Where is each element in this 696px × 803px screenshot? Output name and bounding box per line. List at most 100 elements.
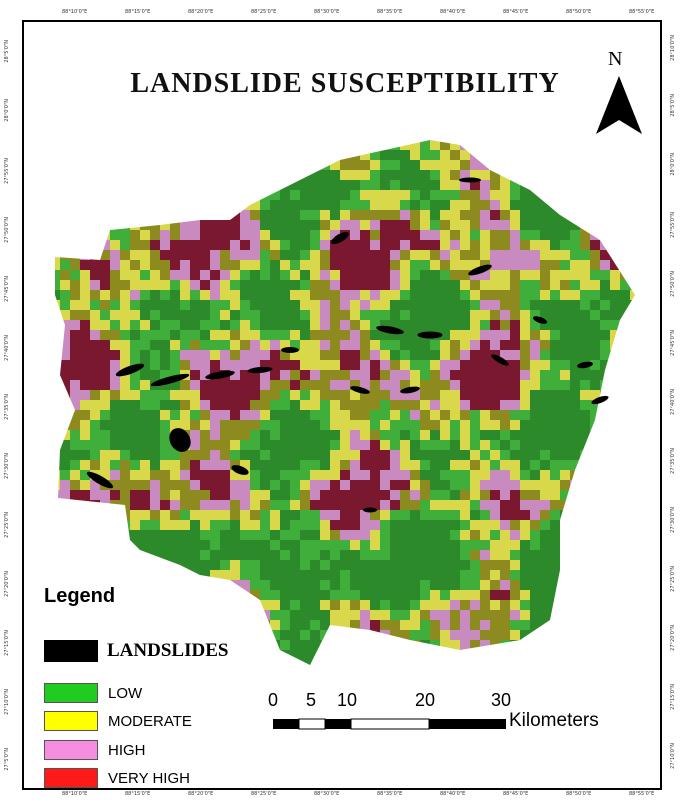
susceptibility-cell	[190, 280, 200, 290]
susceptibility-cell	[580, 160, 590, 170]
susceptibility-cell	[540, 300, 550, 310]
susceptibility-cell	[80, 230, 90, 240]
susceptibility-cell	[350, 120, 360, 130]
susceptibility-cell	[570, 330, 580, 340]
susceptibility-cell	[80, 300, 90, 310]
susceptibility-cell	[380, 440, 390, 450]
susceptibility-cell	[180, 530, 190, 540]
susceptibility-cell	[40, 270, 50, 280]
susceptibility-cell	[240, 290, 250, 300]
susceptibility-cell	[260, 320, 270, 330]
susceptibility-cell	[310, 290, 320, 300]
susceptibility-cell	[40, 550, 50, 560]
susceptibility-cell	[600, 570, 610, 580]
susceptibility-cell	[80, 150, 90, 160]
susceptibility-cell	[580, 470, 590, 480]
susceptibility-cell	[280, 220, 290, 230]
susceptibility-cell	[390, 310, 400, 320]
susceptibility-cell	[380, 470, 390, 480]
susceptibility-cell	[260, 140, 270, 150]
susceptibility-cell	[260, 330, 270, 340]
susceptibility-cell	[590, 560, 600, 570]
susceptibility-cell	[460, 640, 470, 650]
susceptibility-cell	[100, 410, 110, 420]
susceptibility-cell	[380, 520, 390, 530]
susceptibility-cell	[320, 350, 330, 360]
susceptibility-cell	[500, 550, 510, 560]
susceptibility-cell	[400, 640, 410, 650]
susceptibility-cell	[70, 340, 80, 350]
susceptibility-cell	[450, 230, 460, 240]
susceptibility-cell	[150, 210, 160, 220]
susceptibility-cell	[510, 280, 520, 290]
susceptibility-cell	[630, 550, 635, 560]
susceptibility-cell	[170, 410, 180, 420]
susceptibility-cell	[600, 490, 610, 500]
susceptibility-cell	[270, 210, 280, 220]
susceptibility-cell	[450, 460, 460, 470]
susceptibility-cell	[330, 540, 340, 550]
susceptibility-cell	[570, 530, 580, 540]
susceptibility-cell	[370, 550, 380, 560]
susceptibility-cell	[310, 410, 320, 420]
latitude-tick-label-left: 27°10'0"N	[4, 689, 10, 715]
susceptibility-cell	[40, 630, 50, 640]
susceptibility-cell	[490, 610, 500, 620]
susceptibility-cell	[90, 340, 100, 350]
susceptibility-cell	[390, 430, 400, 440]
susceptibility-cell	[190, 390, 200, 400]
susceptibility-cell	[600, 360, 610, 370]
susceptibility-cell	[610, 510, 620, 520]
susceptibility-cell	[480, 370, 490, 380]
susceptibility-cell	[130, 340, 140, 350]
susceptibility-cell	[320, 480, 330, 490]
susceptibility-cell	[330, 580, 340, 590]
susceptibility-cell	[290, 330, 300, 340]
susceptibility-cell	[500, 250, 510, 260]
susceptibility-cell	[630, 300, 635, 310]
susceptibility-cell	[100, 550, 110, 560]
susceptibility-cell	[470, 640, 480, 650]
susceptibility-cell	[570, 240, 580, 250]
susceptibility-cell	[430, 560, 440, 570]
susceptibility-cell	[490, 470, 500, 480]
susceptibility-cell	[110, 410, 120, 420]
susceptibility-cell	[430, 640, 440, 650]
susceptibility-cell	[60, 410, 70, 420]
susceptibility-cell	[400, 130, 410, 140]
susceptibility-cell	[270, 320, 280, 330]
susceptibility-cell	[500, 630, 510, 640]
susceptibility-cell	[290, 630, 300, 640]
susceptibility-cell	[120, 670, 130, 680]
susceptibility-cell	[70, 210, 80, 220]
susceptibility-cell	[120, 150, 130, 160]
susceptibility-cell	[320, 340, 330, 350]
susceptibility-cell	[600, 170, 610, 180]
susceptibility-cell	[60, 520, 70, 530]
susceptibility-cell	[470, 600, 480, 610]
susceptibility-cell	[460, 350, 470, 360]
susceptibility-cell	[270, 570, 280, 580]
susceptibility-cell	[55, 630, 60, 640]
susceptibility-cell	[320, 600, 330, 610]
susceptibility-cell	[180, 250, 190, 260]
susceptibility-cell	[400, 340, 410, 350]
susceptibility-cell	[310, 170, 320, 180]
susceptibility-cell	[140, 180, 150, 190]
susceptibility-cell	[610, 660, 620, 665]
susceptibility-cell	[300, 520, 310, 530]
susceptibility-cell	[280, 390, 290, 400]
susceptibility-cell	[460, 450, 470, 460]
susceptibility-cell	[520, 660, 530, 665]
susceptibility-cell	[250, 210, 260, 220]
susceptibility-cell	[80, 360, 90, 370]
susceptibility-cell	[540, 350, 550, 360]
susceptibility-cell	[250, 390, 260, 400]
susceptibility-cell	[340, 130, 350, 140]
susceptibility-cell	[520, 520, 530, 530]
susceptibility-cell	[590, 650, 600, 660]
susceptibility-cell	[520, 420, 530, 430]
susceptibility-cell	[560, 470, 570, 480]
susceptibility-cell	[180, 380, 190, 390]
susceptibility-cell	[320, 400, 330, 410]
